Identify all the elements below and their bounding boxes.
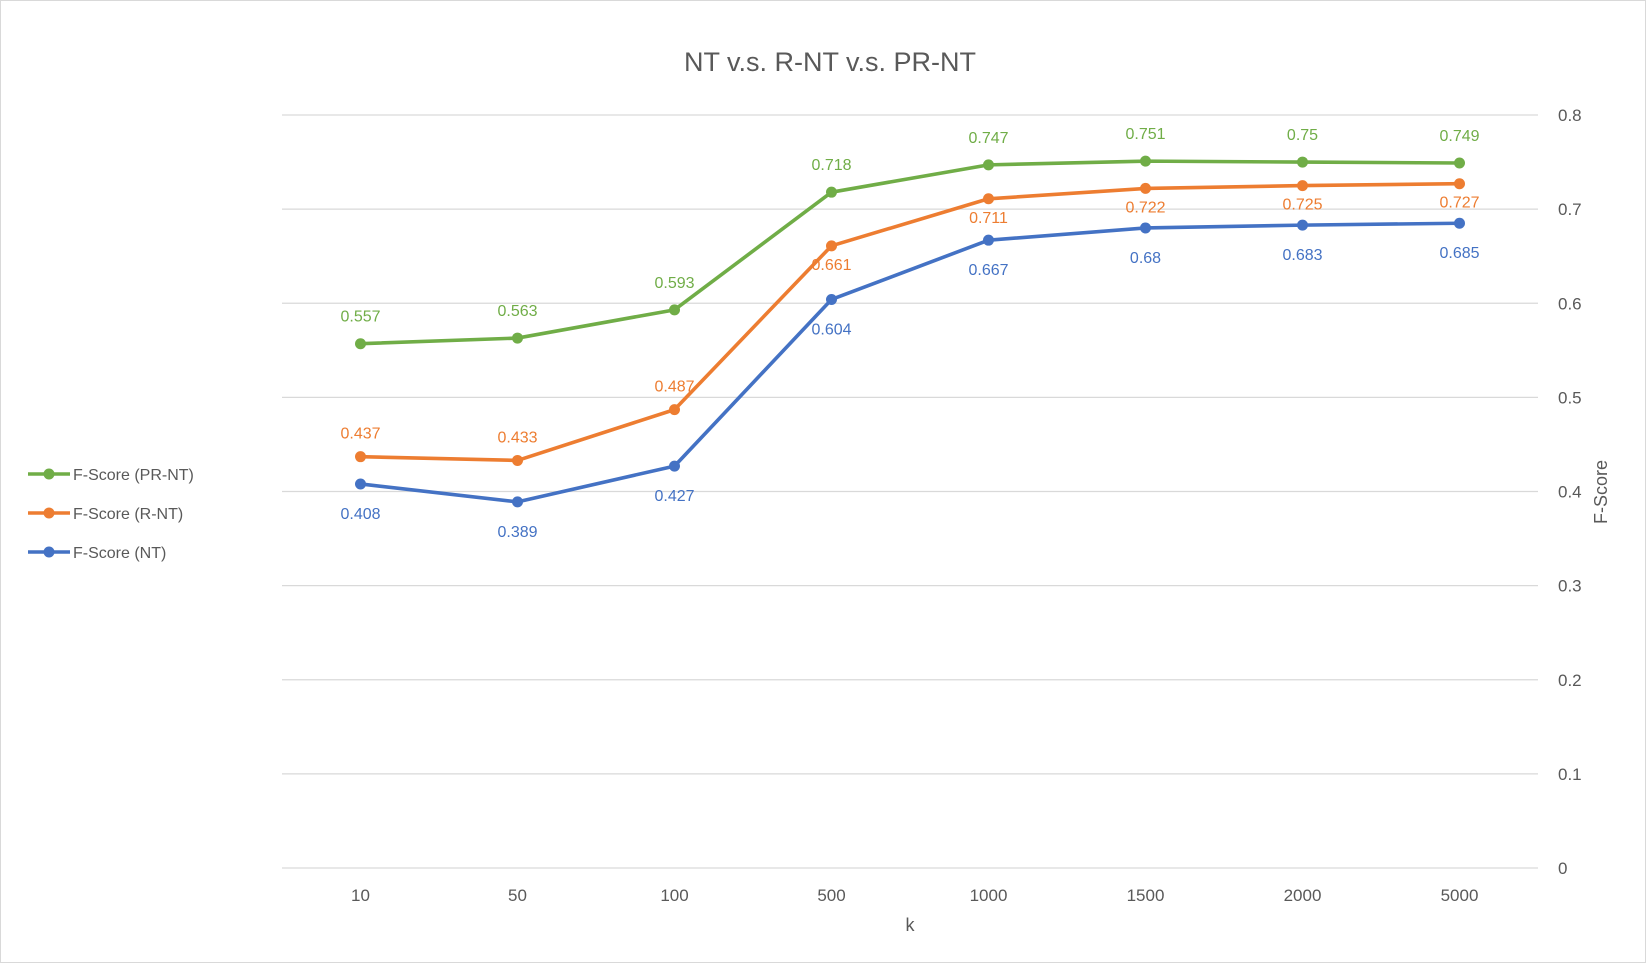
data-label: 0.722 xyxy=(1125,199,1165,216)
data-point xyxy=(355,338,366,350)
series-line xyxy=(358,181,1462,463)
data-point xyxy=(512,454,523,466)
data-label: 0.718 xyxy=(811,157,851,174)
data-point xyxy=(355,451,366,463)
data-point xyxy=(1454,178,1465,190)
x-tick-label: 1000 xyxy=(970,886,1008,905)
data-label: 0.727 xyxy=(1439,195,1479,212)
y-tick-label: 0.2 xyxy=(1558,671,1582,690)
data-label: 0.593 xyxy=(654,275,694,292)
data-label: 0.725 xyxy=(1282,197,1322,214)
legend-entry: F-Score (R-NT) xyxy=(28,506,183,523)
data-label: 0.487 xyxy=(654,379,694,396)
data-label: 0.667 xyxy=(968,262,1008,279)
x-tick-label: 2000 xyxy=(1284,886,1322,905)
data-point xyxy=(1297,219,1308,231)
series-line xyxy=(358,221,1462,504)
data-point xyxy=(826,240,837,252)
y-tick-label: 0.7 xyxy=(1558,200,1582,219)
series-layer xyxy=(355,155,1465,508)
x-axis-title: k xyxy=(906,915,916,935)
legend-entry: F-Score (PR-NT) xyxy=(28,467,194,484)
x-tick-label: 5000 xyxy=(1441,886,1479,905)
x-tick-label: 50 xyxy=(508,886,527,905)
chart-title: NT v.s. R-NT v.s. PR-NT xyxy=(684,47,976,77)
data-label: 0.433 xyxy=(497,429,537,446)
x-tick-label: 10 xyxy=(351,886,370,905)
y-tick-label: 0.1 xyxy=(1558,765,1582,784)
data-label: 0.408 xyxy=(340,506,380,523)
data-label: 0.389 xyxy=(497,524,537,541)
data-labels: 0.557 0.563 0.593 0.718 0.747 0.751 0.75 0.749 0… xyxy=(340,126,1479,541)
y-tick-label: 0.5 xyxy=(1558,388,1582,407)
data-point xyxy=(669,404,680,416)
data-point xyxy=(826,293,837,305)
data-point xyxy=(983,234,994,246)
y-tick-label: 0.6 xyxy=(1558,294,1582,313)
x-axis-ticks: 10 50 100 500 1000 1500 2000 5000 xyxy=(351,886,1478,905)
data-point xyxy=(1297,156,1308,168)
data-label: 0.437 xyxy=(340,426,380,443)
x-tick-label: 100 xyxy=(660,886,688,905)
legend-swatch-marker xyxy=(43,468,55,480)
y-tick-label: 0.3 xyxy=(1558,577,1582,596)
legend-swatch-marker xyxy=(43,507,55,519)
gridlines xyxy=(282,114,1538,869)
legend-label: F-Score (R-NT) xyxy=(73,506,183,523)
legend-swatch-marker xyxy=(43,546,55,558)
series-line xyxy=(358,159,1462,346)
y-tick-label: 0.8 xyxy=(1558,106,1582,125)
data-point xyxy=(826,186,837,198)
data-point xyxy=(1140,222,1151,234)
data-label: 0.751 xyxy=(1125,126,1165,143)
data-label: 0.427 xyxy=(654,488,694,505)
data-point xyxy=(1454,217,1465,229)
legend-label: F-Score (NT) xyxy=(73,545,166,562)
x-tick-label: 1500 xyxy=(1127,886,1165,905)
legend-entry: F-Score (NT) xyxy=(28,545,166,562)
y-axis-title: F-Score xyxy=(1591,460,1611,524)
data-point xyxy=(1140,155,1151,167)
data-label: 0.683 xyxy=(1282,247,1322,264)
data-label: 0.711 xyxy=(969,210,1008,227)
data-point xyxy=(1297,180,1308,192)
legend-label: F-Score (PR-NT) xyxy=(73,467,194,484)
data-point xyxy=(669,460,680,472)
data-label: 0.68 xyxy=(1130,250,1161,267)
data-point xyxy=(1454,157,1465,169)
y-tick-label: 0 xyxy=(1558,859,1567,878)
data-point xyxy=(512,496,523,508)
data-point xyxy=(1140,182,1151,194)
legend: F-Score (PR-NT) F-Score (R-NT) F-Score (NT… xyxy=(28,467,194,562)
data-label: 0.661 xyxy=(811,257,851,274)
y-axis-ticks: 0 0.1 0.2 0.3 0.4 0.5 0.6 0.7 0.8 xyxy=(1558,106,1582,878)
data-label: 0.747 xyxy=(968,130,1008,147)
data-point xyxy=(983,159,994,171)
y-tick-label: 0.4 xyxy=(1558,483,1582,502)
data-label: 0.749 xyxy=(1439,128,1479,145)
data-label: 0.75 xyxy=(1287,127,1318,144)
data-point xyxy=(669,304,680,316)
x-tick-label: 500 xyxy=(817,886,845,905)
data-label: 0.563 xyxy=(497,303,537,320)
data-label: 0.685 xyxy=(1439,245,1479,262)
data-label: 0.604 xyxy=(811,321,851,338)
data-point xyxy=(355,478,366,490)
data-point xyxy=(983,193,994,205)
data-label: 0.557 xyxy=(340,309,380,326)
data-point xyxy=(512,332,523,344)
